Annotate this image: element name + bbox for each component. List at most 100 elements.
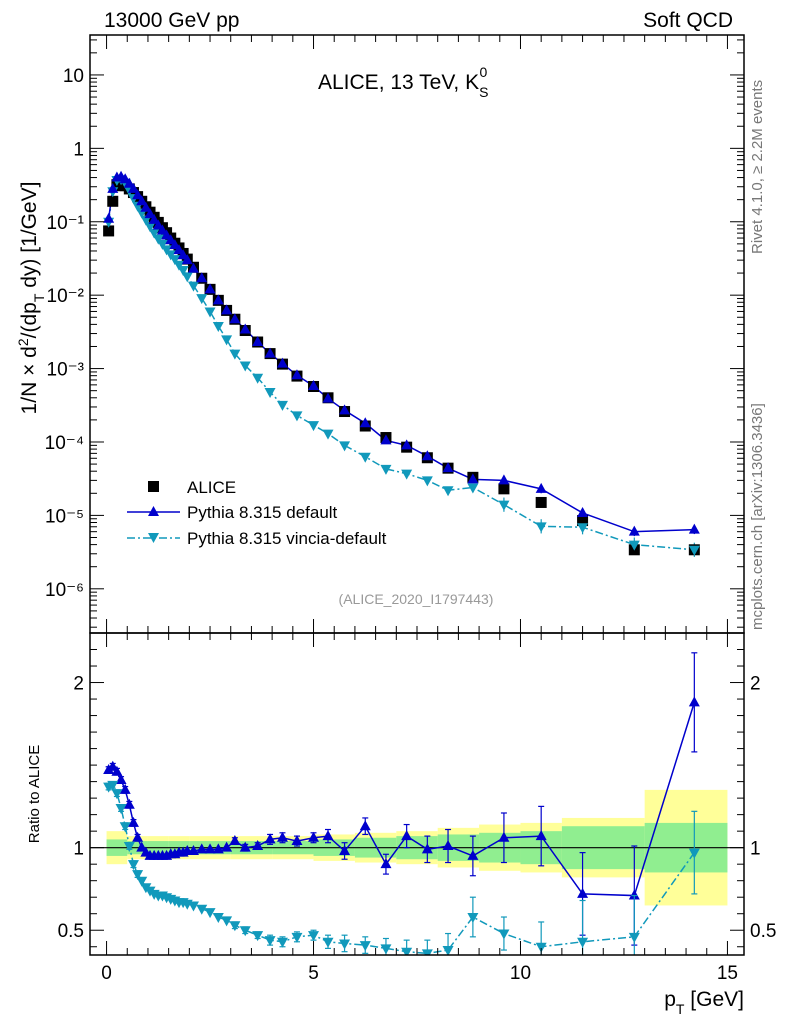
ratio-point-vincia [291, 932, 303, 943]
ratio-point-vincia [204, 908, 216, 919]
ratio-point-default [359, 820, 371, 831]
data-point-default [359, 417, 371, 428]
ratio-point-vincia [127, 860, 139, 871]
ratio-point-default [123, 798, 135, 809]
data-point-alice [103, 225, 115, 237]
data-point-default [264, 347, 276, 358]
legend-label-default: Pythia 8.315 default [187, 503, 338, 522]
data-point-default [136, 195, 148, 206]
data-point-vincia [291, 411, 303, 422]
main-ylabel: 1/N × d2/(dpT dy) [1/GeV] [15, 182, 47, 415]
data-point-default [498, 474, 510, 485]
data-point-alice [498, 483, 510, 495]
ratio-ytick-label-left: 1 [73, 839, 84, 860]
ratio-point-vincia [239, 926, 251, 937]
data-point-vincia [177, 266, 189, 277]
ratio-ytick-label-right: 2 [750, 674, 761, 695]
ratio-point-vincia [187, 901, 199, 912]
side-label-top: Rivet 4.1.0, ≥ 2.2M events [749, 80, 766, 254]
ratio-point-vincia [421, 949, 433, 955]
main-ytick-label: 1 [73, 139, 84, 160]
data-point-default [401, 439, 413, 450]
ratio-point-default [339, 844, 351, 855]
data-point-default [123, 177, 135, 188]
data-point-default [173, 244, 185, 255]
data-point-vincia [467, 483, 479, 494]
ratio-point-default [421, 843, 433, 854]
data-point-default [187, 262, 199, 273]
data-point-default [322, 392, 334, 403]
legend-marker-vincia [148, 533, 159, 543]
data-point-vincia [577, 523, 589, 534]
data-point-default [229, 313, 241, 324]
plot-title-sup: 0 [479, 64, 487, 80]
data-point-default [308, 379, 320, 390]
ratio-point-vincia [221, 916, 233, 927]
legend-label-vincia: Pythia 8.315 vincia-default [187, 529, 387, 548]
ratio-point-default [628, 889, 640, 900]
ratio-point-vincia [339, 939, 351, 950]
main-ytick-label: 10⁻⁵ [45, 506, 84, 527]
data-point-vincia [221, 335, 233, 346]
ratio-point-default [119, 783, 131, 794]
ratio-ytick-label-left: 2 [73, 674, 84, 695]
ratio-point-default [115, 773, 127, 784]
ratio-point-vincia [115, 804, 127, 815]
ratio-ytick-label-right: 0.5 [750, 921, 776, 942]
ratio-point-default [688, 696, 700, 707]
ratio-point-vincia [119, 822, 131, 833]
header-right: Soft QCD [643, 9, 733, 32]
data-point-vincia [239, 361, 251, 372]
ratio-point-default [264, 833, 276, 844]
ratio-point-vincia [535, 942, 547, 953]
ratio-point-default [239, 841, 251, 852]
ratio-point-vincia [123, 842, 135, 853]
data-point-default [467, 473, 479, 484]
main-panel: 10 1 10⁻¹ 10⁻² 10⁻³ 10⁻⁴ 10⁻⁵ 10⁻⁶ ALICE, 13 Te… [15, 34, 745, 634]
ratio-point-vincia [111, 789, 123, 800]
data-point-default [148, 213, 160, 224]
data-point-default [535, 482, 547, 493]
ratio-point-default [204, 843, 216, 854]
ratio-point-vincia [132, 870, 144, 881]
data-point-default [252, 336, 264, 347]
ratio-point-vincia [107, 780, 119, 791]
data-point-default [144, 208, 156, 219]
ratio-xtick-label: 15 [717, 963, 738, 984]
data-point-default [442, 462, 454, 473]
data-point-vincia [181, 272, 193, 283]
ratio-ytick-label-left: 0.5 [58, 921, 84, 942]
data-point-default [169, 239, 181, 250]
data-point-vincia [187, 281, 199, 292]
data-point-vincia [169, 255, 181, 266]
legend: ALICE Pythia 8.315 default Pythia 8.315 … [127, 478, 387, 548]
data-point-vincia [380, 464, 392, 475]
side-label-bottom: mcplots.cern.ch [arXiv:1306.3436] [749, 403, 766, 630]
data-point-default [103, 212, 115, 223]
ratio-point-vincia [401, 947, 413, 955]
data-point-default [204, 283, 216, 294]
ratio-point-vincia [688, 848, 700, 859]
data-point-vincia [276, 400, 288, 411]
data-point-vincia [498, 500, 510, 511]
plot-title: ALICE, 13 TeV, KS 0 [318, 64, 488, 100]
ratio-point-vincia [577, 937, 589, 948]
ratio-point-default [577, 887, 589, 898]
data-point-default [156, 224, 168, 235]
ratio-point-vincia [359, 941, 371, 952]
ratio-xtick-label: 5 [308, 963, 319, 984]
ratio-point-vincia [467, 913, 479, 924]
data-point-vincia [152, 234, 164, 245]
data-point-alice [107, 195, 119, 207]
ratio-point-default [229, 835, 241, 846]
data-point-default [140, 201, 152, 212]
ratio-xlabel: pT [GeV] [664, 988, 744, 1017]
data-point-vincia [196, 294, 208, 305]
data-point-default [127, 182, 139, 193]
ratio-point-default [187, 844, 199, 855]
ratio-point-vincia [322, 937, 334, 948]
ratio-point-vincia [264, 936, 276, 947]
data-point-default [132, 189, 144, 200]
data-point-vincia [535, 522, 547, 533]
